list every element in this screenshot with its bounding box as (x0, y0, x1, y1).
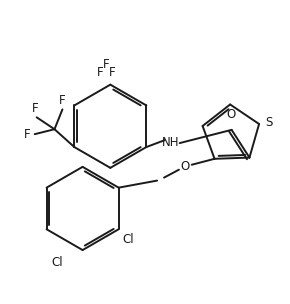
Text: F: F (103, 58, 110, 71)
Text: O: O (180, 160, 189, 173)
Text: Cl: Cl (51, 256, 63, 269)
Text: S: S (265, 116, 272, 129)
Text: Cl: Cl (123, 233, 134, 246)
Text: F: F (97, 66, 104, 79)
Text: F: F (109, 66, 116, 79)
Text: O: O (226, 108, 235, 121)
Text: F: F (24, 128, 31, 141)
Text: NH: NH (162, 136, 180, 149)
Text: F: F (31, 102, 38, 115)
Text: F: F (59, 95, 66, 107)
